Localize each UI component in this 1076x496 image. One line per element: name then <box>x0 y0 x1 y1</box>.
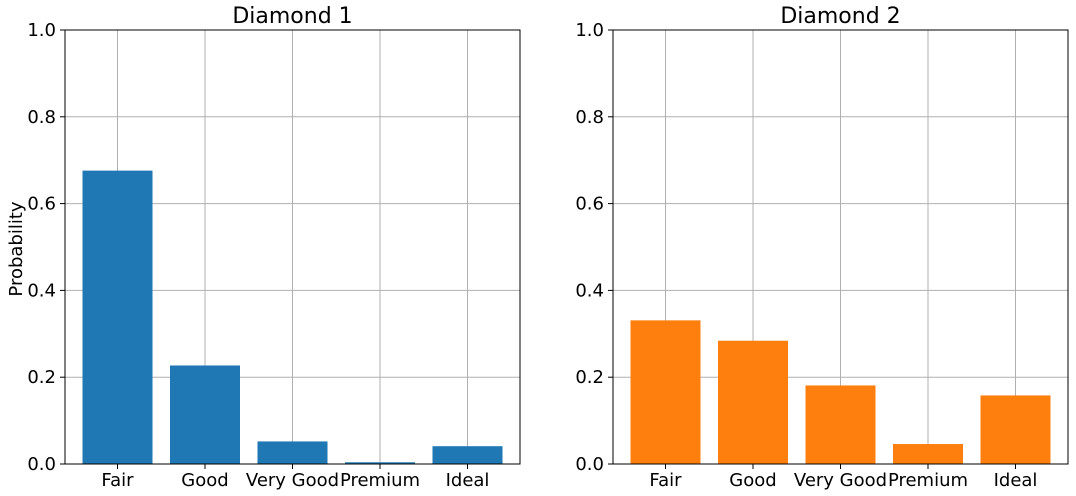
y-axis-label: Probability <box>6 201 27 296</box>
x-tick-label: Very Good <box>246 470 339 491</box>
chart-panel-diamond-1: Diamond 1 Probability 0.0 0.2 0.4 0.6 0.8 1.0… <box>6 4 521 491</box>
plot-frame <box>64 29 521 465</box>
y-tick-label: 0.4 <box>27 280 56 301</box>
bar-ideal <box>432 446 503 464</box>
plot-frame <box>612 29 1069 465</box>
bar-fair <box>82 170 153 464</box>
y-tick-label: 1.0 <box>575 20 604 41</box>
y-tick-label: 0.2 <box>575 367 604 388</box>
x-tick-label: Premium <box>888 470 968 491</box>
y-tick-label: 0.0 <box>575 454 604 475</box>
x-tick-label: Ideal <box>446 470 490 491</box>
bar-premium <box>893 444 963 464</box>
y-tick-label: 0.6 <box>575 194 604 215</box>
y-tick-label: 0.4 <box>575 280 604 301</box>
bar-ideal <box>980 395 1051 464</box>
x-tick-label: Premium <box>340 470 420 491</box>
x-tick-label: Good <box>181 470 228 491</box>
x-tick-label: Good <box>729 470 776 491</box>
bar-very-good <box>257 441 328 464</box>
y-tick-label: 0.8 <box>575 107 604 128</box>
bar-premium <box>345 462 415 464</box>
x-tick-label: Fair <box>649 470 682 491</box>
y-tick-label: 1.0 <box>27 20 56 41</box>
chart-panel-diamond-2: Diamond 2 0.0 0.2 0.4 0.6 0.8 1.0 Fair Good Very… <box>575 4 1069 491</box>
chart-title: Diamond 1 <box>232 4 352 29</box>
y-tick-label: 0.2 <box>27 367 56 388</box>
bar-good <box>718 340 788 464</box>
bar-good <box>170 365 240 464</box>
bar-very-good <box>805 385 876 464</box>
bar-fair <box>630 320 701 464</box>
y-tick-label: 0.6 <box>27 194 56 215</box>
y-tick-label: 0.0 <box>27 454 56 475</box>
x-tick-label: Very Good <box>794 470 887 491</box>
x-tick-label: Ideal <box>994 470 1038 491</box>
y-tick-label: 0.8 <box>27 107 56 128</box>
x-tick-label: Fair <box>101 470 134 491</box>
chart-title: Diamond 2 <box>780 4 900 29</box>
